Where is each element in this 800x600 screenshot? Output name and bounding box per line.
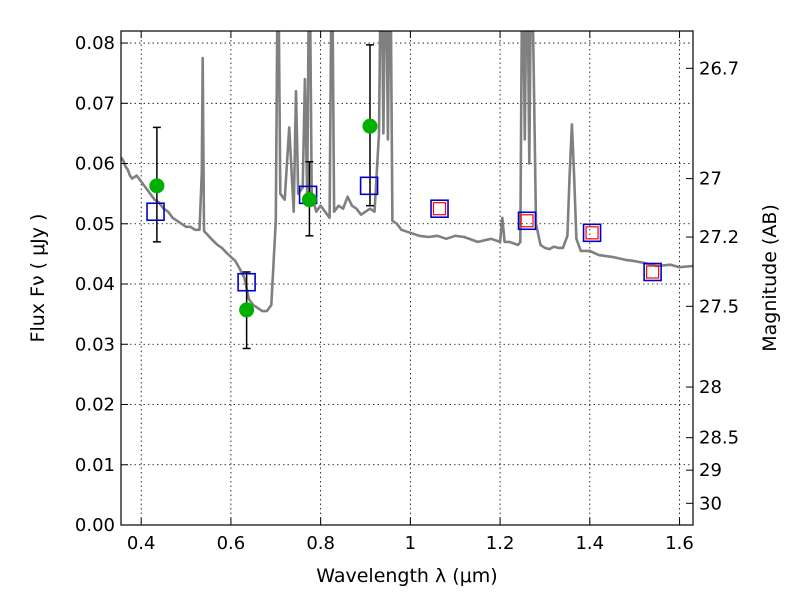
predicted-photometry-square <box>646 265 660 279</box>
y2-axis-title: Magnitude (AB) <box>759 204 781 352</box>
x-tick-label: 0.8 <box>306 533 335 554</box>
model-photometry-square <box>517 211 537 231</box>
y2-tick-label: 27.2 <box>699 227 739 248</box>
predicted-photometry-square <box>520 214 534 228</box>
y-tick-label: 0.03 <box>75 334 115 355</box>
model-photometry-square <box>430 199 449 219</box>
y-axis-title: Flux Fν ( μJy ) <box>27 214 49 343</box>
y-tick-label: 0.04 <box>75 274 115 295</box>
x-tick-label: 0.4 <box>127 533 156 554</box>
model-photometry-square <box>237 272 256 292</box>
x-tick-label: 1.6 <box>665 533 694 554</box>
y2-axis-ticks: 26.7 27 27.2 27.5 28 28.5 29 30 <box>686 58 739 514</box>
model-photometry-square <box>582 223 602 243</box>
x-axis-ticks: 0.4 0.6 0.8 1 1.2 1.4 1.6 <box>127 31 694 554</box>
y-tick-label: 0.06 <box>75 154 115 175</box>
y2-tick-label: 27 <box>699 169 722 190</box>
plot-area <box>121 31 693 350</box>
y2-tick-label: 30 <box>699 493 722 514</box>
y2-tick-label: 27.5 <box>699 296 739 317</box>
x-tick-label: 0.6 <box>217 533 246 554</box>
grid-lines <box>121 31 693 526</box>
model-photometry-square <box>643 262 662 282</box>
x-axis-title: Wavelength λ (μm) <box>316 565 497 587</box>
x-tick-label: 1 <box>405 533 416 554</box>
y-tick-label: 0.02 <box>75 395 115 416</box>
y2-tick-label: 29 <box>699 460 722 481</box>
observed-photometry-point <box>301 192 317 208</box>
y-tick-label: 0.01 <box>75 455 115 476</box>
y2-tick-label: 28 <box>699 377 722 398</box>
x-tick-label: 1.2 <box>486 533 515 554</box>
y-tick-label: 0.08 <box>75 33 115 54</box>
predicted-photometry-square <box>432 202 447 216</box>
observed-photometry-point <box>149 178 165 194</box>
y-tick-label: 0.05 <box>75 214 115 235</box>
y2-tick-label: 26.7 <box>699 58 739 79</box>
y-tick-label: 0.07 <box>75 93 115 114</box>
observed-photometry-point <box>362 118 378 134</box>
x-tick-label: 1.4 <box>575 533 604 554</box>
plot-frame <box>120 30 694 526</box>
photometry-markers <box>146 44 662 350</box>
y2-tick-label: 28.5 <box>699 428 739 449</box>
model-spectrum-line <box>121 31 693 313</box>
y-axis-ticks: 0.00 0.01 0.02 0.03 0.04 0.05 0.06 0.07 0.08 <box>75 33 128 536</box>
model-photometry-square <box>146 202 165 222</box>
observed-photometry-point <box>239 302 255 318</box>
model-photometry-square <box>359 176 379 196</box>
y-tick-label: 0.00 <box>75 515 115 536</box>
predicted-photometry-square <box>585 226 599 240</box>
